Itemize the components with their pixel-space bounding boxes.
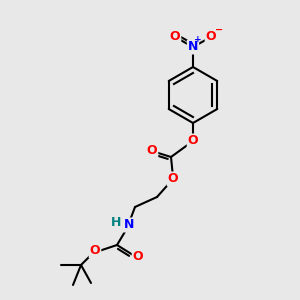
Text: O: O	[168, 172, 178, 185]
Text: O: O	[188, 134, 198, 148]
Text: O: O	[206, 31, 216, 44]
Text: N: N	[188, 40, 198, 53]
Text: H: H	[111, 217, 121, 230]
Text: −: −	[215, 25, 223, 35]
Text: O: O	[170, 31, 180, 44]
Text: +: +	[194, 35, 202, 44]
Text: O: O	[133, 250, 143, 262]
Text: O: O	[147, 145, 157, 158]
Text: N: N	[124, 218, 134, 232]
Text: O: O	[90, 244, 100, 257]
